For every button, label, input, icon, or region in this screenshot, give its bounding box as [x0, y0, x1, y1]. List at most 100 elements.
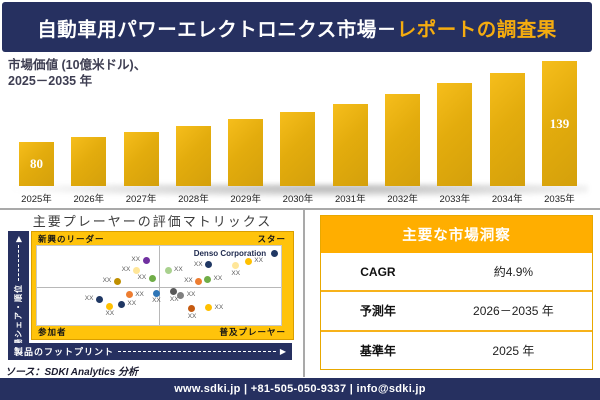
insights-row-value: 2025 年: [492, 343, 535, 358]
arrow-up-icon: ▶: [13, 235, 23, 243]
quadrant-label-pervasive-players: 普及プレーヤー: [219, 327, 286, 337]
quadrant-divider-horizontal: [37, 287, 281, 289]
scatter-dot-icon: [152, 289, 160, 297]
matrix-title: 主要プレーヤーの評価マトリックス: [32, 214, 273, 229]
quadrant-label-emerging-leaders: 新興のリーダー: [38, 234, 105, 244]
player-label: XX: [193, 260, 203, 268]
player-label: XX: [231, 269, 241, 277]
footer-contact: www.sdki.jp | +81-505-050-9337 | info@sd…: [174, 383, 426, 395]
x-axis-label: 2029年: [230, 194, 261, 205]
x-axis-dashed-line: [118, 351, 276, 352]
player-label: XX: [174, 266, 183, 274]
x-axis-label: 2025年: [21, 194, 52, 205]
quadrant-label-stars: スター: [257, 234, 286, 244]
player-label: XX: [127, 300, 137, 308]
player-label: XX: [213, 275, 223, 283]
footer-bar: www.sdki.jp | +81-505-050-9337 | info@sd…: [0, 378, 600, 400]
bar-2025年: 80: [19, 142, 54, 186]
matrix-y-axis-bar: 市場シェア・順位 ▶: [8, 231, 29, 360]
bar-2026年: [71, 137, 107, 186]
chart-subtitle-line2: 2025－2035 年: [8, 74, 93, 89]
player-label: XX: [102, 277, 112, 285]
page-title-accent: レポートの調査果: [396, 18, 557, 41]
scatter-dot-icon: [188, 305, 196, 313]
insights-row-label: CAGR: [360, 264, 396, 279]
bar-2031年: [332, 104, 368, 186]
insights-row-value: 約4.9%: [493, 265, 534, 280]
chart-subtitle: 市場価値 (10億米ドル)、 2025－2035 年: [8, 57, 146, 90]
scatter-dot-icon: [244, 257, 252, 265]
player-label: XX: [152, 297, 161, 305]
insights-row-value: 2026－2035 年: [473, 304, 554, 319]
player-label: XX: [169, 295, 179, 303]
bar-2029年: [228, 119, 264, 186]
scatter-dot-icon: [170, 288, 178, 296]
insights-row: 予測年 2026－2035 年: [321, 290, 592, 330]
quadrant-divider-vertical: [159, 246, 160, 325]
scatter-dot-icon: [105, 302, 113, 310]
bar-value-label: 139: [549, 115, 570, 131]
chart-subtitle-line1: 市場価値 (10億米ドル)、: [8, 58, 147, 72]
matrix-x-axis-label: 製品のフットプリント: [14, 347, 115, 357]
x-axis-label: 2026年: [73, 194, 105, 205]
x-axis-label: 2027年: [125, 194, 157, 205]
player-label: XX: [131, 256, 141, 264]
scatter-dot-icon: [132, 266, 140, 274]
scatter-dot-icon: [231, 262, 239, 270]
scatter-dot-icon: [113, 277, 121, 285]
bar-chart: 80 139: [19, 61, 577, 186]
insights-row-label: 予測年: [359, 304, 396, 319]
bar-2028年: [175, 126, 211, 186]
bar-2032年: [385, 94, 421, 186]
bar-2034年: [489, 73, 525, 186]
player-label: XX: [84, 295, 94, 303]
section-divider-horizontal: [0, 208, 600, 210]
source-note: ソース：SDKI Analytics 分析: [5, 367, 139, 378]
bar-value-label: 80: [30, 156, 43, 171]
matrix-x-axis-bar: 製品のフットプリント ▶: [8, 343, 292, 360]
player-label: XX: [254, 257, 263, 264]
player-label: XX: [121, 266, 131, 274]
quadrant-label-participants: 参加者: [38, 327, 67, 337]
bar-2030年: [280, 112, 316, 186]
player-label: XX: [137, 274, 147, 282]
x-axis-label: 2032年: [387, 194, 418, 205]
insights-row: 基準年 2025 年: [321, 329, 592, 369]
x-axis-label: 2031年: [334, 194, 366, 205]
scatter-dot-icon: [205, 304, 213, 312]
player-label: XX: [184, 277, 193, 285]
scatter-dot-icon: [205, 261, 213, 269]
player-label: XX: [105, 310, 115, 318]
scatter-dot-icon: [270, 250, 278, 257]
scatter-dot-icon: [142, 256, 150, 264]
player-label: XX: [214, 303, 224, 311]
page-title: 自動車用パワーエレクトロニクス市場－: [37, 18, 397, 41]
player-label: XX: [135, 290, 144, 298]
x-axis-label: 2028年: [178, 194, 209, 205]
scatter-dot-icon: [148, 274, 156, 282]
featured-player-label: Denso Corporation: [193, 248, 267, 258]
x-axis-label: 2030年: [282, 194, 314, 205]
insights-row: CAGR 約4.9%: [321, 253, 592, 291]
insights-rows: CAGR 約4.9% 予測年 2026－2035 年基準年 2025 年: [321, 253, 592, 369]
section-divider-vertical: [303, 209, 305, 377]
bar-2035年: 139: [541, 61, 577, 186]
bar-chart-shadow: [12, 184, 588, 198]
scatter-dot-icon: [195, 277, 203, 285]
scatter-dot-icon: [177, 291, 185, 299]
player-label: XX: [186, 291, 196, 299]
bar-2033年: [437, 83, 473, 186]
scatter-dot-icon: [164, 266, 172, 274]
x-axis-label: 2034年: [491, 194, 523, 205]
bar-2027年: [123, 132, 159, 186]
player-label: XX: [187, 312, 197, 320]
scatter-dot-icon: [117, 300, 125, 308]
scatter-dot-icon: [125, 291, 133, 299]
header-banner: 自動車用パワーエレクトロニクス市場－ レポートの調査果: [2, 2, 592, 52]
matrix-frame: 新興のリーダー スター XX XX XX XX XX XX XX XX XX XX Denso Co…: [31, 231, 294, 340]
bar-chart-x-axis: 2025年 2026年 2027年 2028年 2029年 2030年 2031年 2032年…: [19, 191, 577, 205]
x-axis-label: 2035年: [544, 194, 575, 205]
y-axis-dashed-line: [18, 245, 19, 281]
insights-title: 主要な市場洞察: [321, 216, 592, 253]
